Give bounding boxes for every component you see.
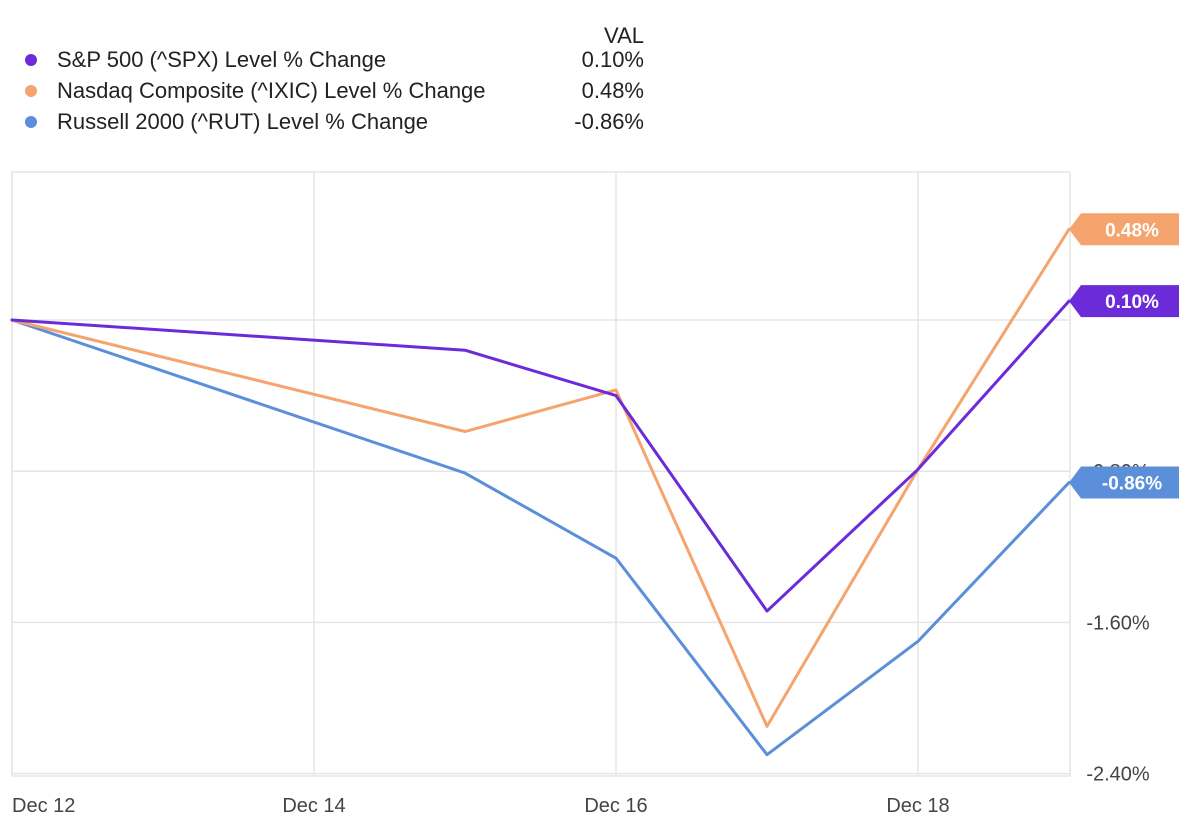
- x-tick-label: Dec 12: [12, 795, 75, 817]
- x-tick-label: Dec 16: [584, 795, 647, 817]
- legend-value-russell-2000-rut-level-change: -0.86%: [574, 109, 644, 134]
- legend-header: VAL: [604, 23, 644, 48]
- series-lines: [10, 227, 1071, 757]
- legend-marker-russell-2000-rut-level-change: [25, 116, 37, 128]
- series-line-nasdaq-composite-ixic-level-change: [10, 227, 1071, 728]
- legend-label-russell-2000-rut-level-change: Russell 2000 (^RUT) Level % Change: [57, 109, 428, 134]
- end-tag-label-nasdaq-composite-ixic-level-change: 0.48%: [1105, 220, 1159, 241]
- legend-value-s-p-500-spx-level-change: 0.10%: [582, 47, 644, 72]
- legend: VAL S&P 500 (^SPX) Level % Change 0.10% Na…: [25, 23, 644, 134]
- end-tag-label-s-p-500-spx-level-change: 0.10%: [1105, 292, 1159, 313]
- end-tag-label-russell-2000-rut-level-change: -0.86%: [1102, 474, 1162, 495]
- y-axis: -0.80%-1.60%-2.40%: [1086, 461, 1150, 785]
- end-tag-russell-2000-rut-level-change: [1069, 466, 1179, 499]
- end-tag-s-p-500-spx-level-change: [1069, 285, 1179, 318]
- plot-area: [10, 171, 1071, 777]
- series-line-russell-2000-rut-level-change: [10, 318, 1071, 757]
- x-tick-label: Dec 18: [886, 795, 949, 817]
- x-axis: Dec 12 Dec 14 Dec 16 Dec 18: [12, 795, 950, 817]
- legend-label-s-p-500-spx-level-change: S&P 500 (^SPX) Level % Change: [57, 47, 386, 72]
- grid: [11, 172, 1070, 776]
- series-line-s-p-500-spx-level-change: [10, 299, 1071, 613]
- legend-marker-nasdaq-composite-ixic-level-change: [25, 85, 37, 97]
- legend-marker-s-p-500-spx-level-change: [25, 54, 37, 66]
- y-tick-label: -1.60%: [1086, 612, 1150, 634]
- legend-label-nasdaq-composite-ixic-level-change: Nasdaq Composite (^IXIC) Level % Change: [57, 78, 486, 103]
- legend-value-nasdaq-composite-ixic-level-change: 0.48%: [582, 78, 644, 103]
- end-tag-nasdaq-composite-ixic-level-change: [1069, 213, 1179, 246]
- y-tick-label: -2.40%: [1086, 764, 1150, 786]
- end-value-tags: 0.10% 0.48% -0.86%: [1069, 213, 1179, 499]
- x-tick-label: Dec 14: [282, 795, 345, 817]
